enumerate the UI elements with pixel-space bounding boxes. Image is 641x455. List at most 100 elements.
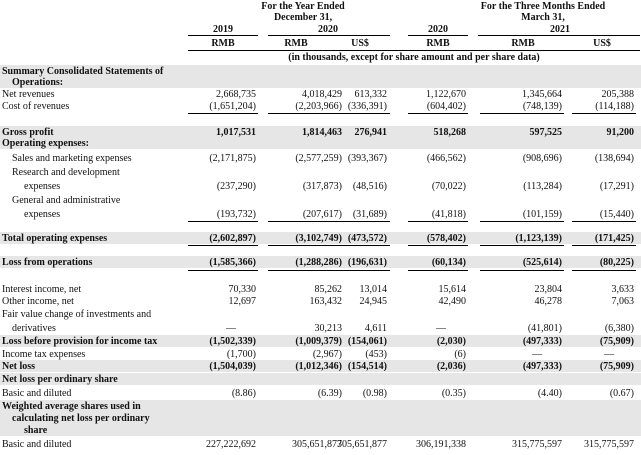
cell-value: (604,402) <box>426 101 466 112</box>
cell-value: (1,585,366) <box>209 257 256 268</box>
cell-value: (80,225) <box>599 257 634 268</box>
cell-value: (154,514) <box>347 361 387 372</box>
column-rule <box>330 113 390 114</box>
cell-value: (0.98) <box>362 388 387 399</box>
row-shading <box>0 232 641 244</box>
cell-value: 15,614 <box>438 284 467 295</box>
cell-value: (393,367) <box>347 153 387 164</box>
row-label: Other income, net <box>2 296 74 307</box>
cell-value: 3,633 <box>611 284 635 295</box>
column-rule <box>408 113 468 114</box>
cell-value: (17,291) <box>599 181 634 192</box>
q-2021-label: 2021 <box>550 24 570 35</box>
cell-value: (473,572) <box>347 233 387 244</box>
column-rule <box>572 221 636 222</box>
column-rule <box>572 113 636 114</box>
cell-value: (1,012,346) <box>295 361 342 372</box>
row-label: Research and development <box>12 167 120 178</box>
cell-value: 205,388 <box>601 89 635 100</box>
cell-value: (6) <box>454 349 466 360</box>
currency-col-4: RMB <box>426 38 450 49</box>
cell-value: (237,290) <box>216 181 256 192</box>
column-rule <box>408 221 468 222</box>
cell-value: 46,278 <box>534 296 563 307</box>
cell-value: (578,402) <box>426 233 466 244</box>
column-rule <box>268 270 344 271</box>
year-2020-rule <box>268 35 390 36</box>
row-label: Net revenues <box>2 89 55 100</box>
row-shading <box>0 256 641 268</box>
year-ended-header-line2: December 31, <box>273 12 333 23</box>
cell-value: (2,602,897) <box>209 233 256 244</box>
row-shading <box>0 360 641 372</box>
cell-value: 30,213 <box>314 323 343 334</box>
row-label: Operating expenses: <box>2 138 89 149</box>
row-shading <box>0 137 641 149</box>
cell-value: 1,017,531 <box>216 127 256 138</box>
cell-value: (453) <box>365 349 387 360</box>
cell-value: 7,063 <box>611 296 635 307</box>
cell-value: 1,814,463 <box>302 127 342 138</box>
column-rule <box>330 221 390 222</box>
cell-value: (113,284) <box>523 181 562 192</box>
row-shading <box>0 412 641 424</box>
row-label: Total operating expenses <box>2 233 108 244</box>
row-label: expenses <box>24 181 61 192</box>
column-rule <box>330 245 390 246</box>
cell-value: (60,134) <box>431 257 466 268</box>
cell-value: (1,700) <box>226 349 256 360</box>
column-rule <box>572 245 636 246</box>
row-label: Sales and marketing expenses <box>12 153 132 164</box>
cell-value: (207,617) <box>302 209 342 220</box>
cell-value: (41,801) <box>527 323 562 334</box>
column-rule <box>480 270 564 271</box>
cell-value: (41,818) <box>431 209 466 220</box>
cell-value: 12,697 <box>228 296 257 307</box>
row-label: General and administrative <box>12 195 121 206</box>
column-rule <box>480 221 564 222</box>
cell-value: (8.86) <box>231 388 256 399</box>
cell-value: (497,333) <box>522 361 562 372</box>
row-shading <box>0 76 641 88</box>
cell-value: 1,345,664 <box>522 89 562 100</box>
cell-value: 1,122,670 <box>426 89 466 100</box>
column-rule <box>268 113 344 114</box>
cell-value: (336,391) <box>347 101 387 112</box>
column-rule <box>188 245 258 246</box>
column-rule <box>268 221 344 222</box>
cell-value: 315,775,597 <box>512 439 562 450</box>
cell-value: (1,009,379) <box>295 336 342 347</box>
column-rule <box>188 270 258 271</box>
cell-value: (1,651,204) <box>209 101 256 112</box>
currency-col-6: US$ <box>593 38 611 49</box>
currency-col-3: US$ <box>351 38 369 49</box>
column-rule <box>268 245 344 246</box>
cell-value: (2,171,875) <box>209 153 256 164</box>
column-rule <box>188 113 258 114</box>
row-label: calculating net loss per ordinary <box>12 413 150 424</box>
cell-value: (3,102,749) <box>295 233 342 244</box>
cell-value: — <box>532 349 542 360</box>
column-rule <box>330 270 390 271</box>
cell-value: 306,191,338 <box>416 439 466 450</box>
row-label: Gross profit <box>2 127 54 138</box>
cell-value: — <box>604 349 614 360</box>
cell-value: (1,502,339) <box>209 336 256 347</box>
cell-value: (6.39) <box>317 388 342 399</box>
cell-value: (171,425) <box>594 233 634 244</box>
cell-value: (154,061) <box>347 336 387 347</box>
cell-value: (2,036) <box>436 361 466 372</box>
column-rule <box>408 245 468 246</box>
cell-value: (1,123,139) <box>515 233 562 244</box>
units-note: (in thousands, except for share amount a… <box>288 52 540 63</box>
row-label: Net loss per ordinary share <box>2 374 118 385</box>
three-months-header-line2: March 31, <box>521 12 565 23</box>
cell-value: (2,030) <box>436 336 466 347</box>
cell-value: (0.35) <box>441 388 466 399</box>
cell-value: (114,188) <box>595 101 634 112</box>
column-rule <box>480 113 564 114</box>
cell-value: (466,562) <box>426 153 466 164</box>
cell-value: 315,775,597 <box>584 439 634 450</box>
cell-value: (0.67) <box>609 388 634 399</box>
